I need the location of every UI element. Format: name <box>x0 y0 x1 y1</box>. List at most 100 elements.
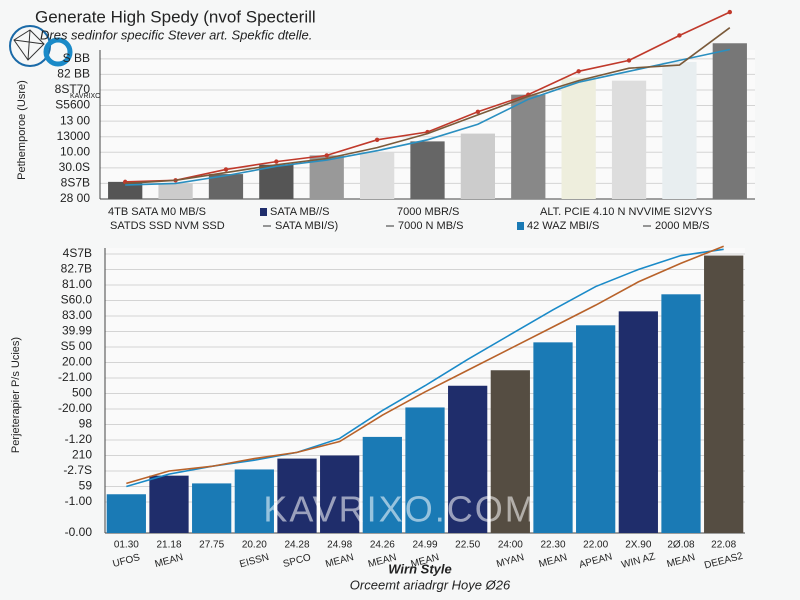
legend-swatch <box>260 208 267 216</box>
x-tick-label: 24.26 <box>370 540 395 551</box>
bar <box>561 77 596 199</box>
y-tick-label: 59 <box>79 479 93 493</box>
legend-label: SATA MBI/S) <box>275 220 338 232</box>
y-tick-label: 82.7B <box>61 262 92 276</box>
legend-label: SATA MB//S <box>270 206 330 218</box>
y-tick-label: -20.00 <box>58 401 92 415</box>
y-tick-label: S60.0 <box>61 293 93 307</box>
logo-network <box>13 29 45 61</box>
line <box>125 48 730 186</box>
legend-label: 42 WAZ MBI/S <box>527 220 599 232</box>
x-tick-label: 27.75 <box>199 540 224 551</box>
bar <box>490 370 530 533</box>
chart-title: Generate High Spedy (nvof Specterill <box>35 7 316 26</box>
y-tick-label: 4S7B <box>63 246 92 260</box>
y-tick-label: 8S7B <box>61 176 90 190</box>
line-marker <box>324 153 329 158</box>
bar <box>460 133 496 199</box>
legend-label: 7000 N MB/S <box>398 220 463 232</box>
legend-swatch <box>517 222 524 230</box>
y-tick-label: 10.00 <box>60 144 90 158</box>
y-tick-label: 8ST70 <box>55 82 91 96</box>
bar <box>576 325 616 533</box>
y-tick-label: 83.00 <box>62 308 92 322</box>
bar <box>106 494 146 533</box>
bar <box>259 164 294 199</box>
x-tick-label: 22.08 <box>711 540 736 551</box>
line-marker <box>626 58 632 63</box>
line-marker <box>475 109 481 114</box>
y-tick-label: -2.7S <box>63 463 92 477</box>
logo-ring <box>43 37 73 67</box>
bar <box>712 43 747 199</box>
bar <box>704 255 744 534</box>
legend-label: 2000 MB/S <box>655 220 709 232</box>
line-marker <box>677 33 682 38</box>
x-tick-label: 2X.90 <box>625 540 652 551</box>
legend-label: ALT. PCIE 4.10 N NVVIME SI2VYS <box>540 206 712 218</box>
x-tick-label: 21.18 <box>156 540 181 551</box>
y-tick-label: 210 <box>72 448 92 462</box>
x-tick-label: 22.30 <box>540 540 565 551</box>
bar <box>234 469 274 533</box>
logo-text: KAVRIXO MEDIA <box>70 93 125 100</box>
y-tick-label: 13 00 <box>60 113 90 127</box>
bar <box>661 294 701 533</box>
x-tick-label: 24.28 <box>284 540 309 551</box>
bar <box>359 152 395 199</box>
line <box>126 245 724 485</box>
bar <box>149 475 189 533</box>
caption: Orceemt ariadrgr Hoye Ø26 <box>350 577 511 592</box>
y-tick-label: -1.00 <box>65 494 93 508</box>
bar <box>158 183 193 199</box>
y-tick-label: 98 <box>79 417 93 431</box>
y-tick-label: 500 <box>72 386 92 400</box>
bar <box>405 407 445 533</box>
bar <box>511 94 546 199</box>
x-tick-label: 22.50 <box>455 540 480 551</box>
bar <box>611 80 647 199</box>
bar <box>410 141 445 199</box>
bar <box>192 483 232 533</box>
bar <box>533 342 573 533</box>
bar <box>208 174 244 199</box>
x-axis-title: Wirn Style <box>388 561 451 576</box>
y-tick-label: 81.00 <box>62 277 92 291</box>
x-tick-label: 20.20 <box>242 540 267 551</box>
y-tick-label: S5 00 <box>61 339 93 353</box>
bar <box>448 385 488 533</box>
y-axis-title: Perjeterapier P/s Ucies) <box>10 337 22 453</box>
y-tick-label: 13000 <box>57 129 91 143</box>
bar <box>320 455 360 533</box>
line-marker <box>727 9 733 15</box>
y-tick-label: 30.0S <box>59 160 90 174</box>
x-tick-label: 24.98 <box>327 540 352 551</box>
y-tick-label: -0.00 <box>65 525 93 539</box>
legend-label: 4TB SATA M0 MB/S <box>108 206 206 218</box>
y-tick-label: 28 00 <box>60 191 90 205</box>
x-tick-label: 2Ø.08 <box>667 540 695 551</box>
bar <box>362 436 402 533</box>
x-tick-label: 01.30 <box>114 540 139 551</box>
y-tick-label: 39.99 <box>62 324 92 338</box>
x-tick-label: 22.00 <box>583 540 608 551</box>
y-tick-label: 82 BB <box>57 67 90 81</box>
chart-subtitle: Dres sedinfor specific Stever art. Spekf… <box>40 27 312 42</box>
bar <box>618 311 658 533</box>
bar <box>277 458 317 533</box>
legend-label: 7000 MBR/S <box>397 206 459 218</box>
bar <box>309 155 344 199</box>
bar <box>662 61 697 199</box>
line-marker <box>274 159 279 164</box>
watermark: KAVRIXO.COM <box>263 489 536 530</box>
line-marker <box>223 167 229 172</box>
y-tick-label: -1.20 <box>65 432 93 446</box>
y-axis-title: Pethemporoe (Usre) <box>16 80 28 180</box>
line-marker <box>576 69 581 74</box>
line <box>125 27 731 185</box>
y-tick-label: -21.00 <box>58 370 92 384</box>
x-tick-label: 24.99 <box>412 540 437 551</box>
y-tick-label: 20.00 <box>62 355 92 369</box>
y-tick-label: S5600 <box>55 98 90 112</box>
